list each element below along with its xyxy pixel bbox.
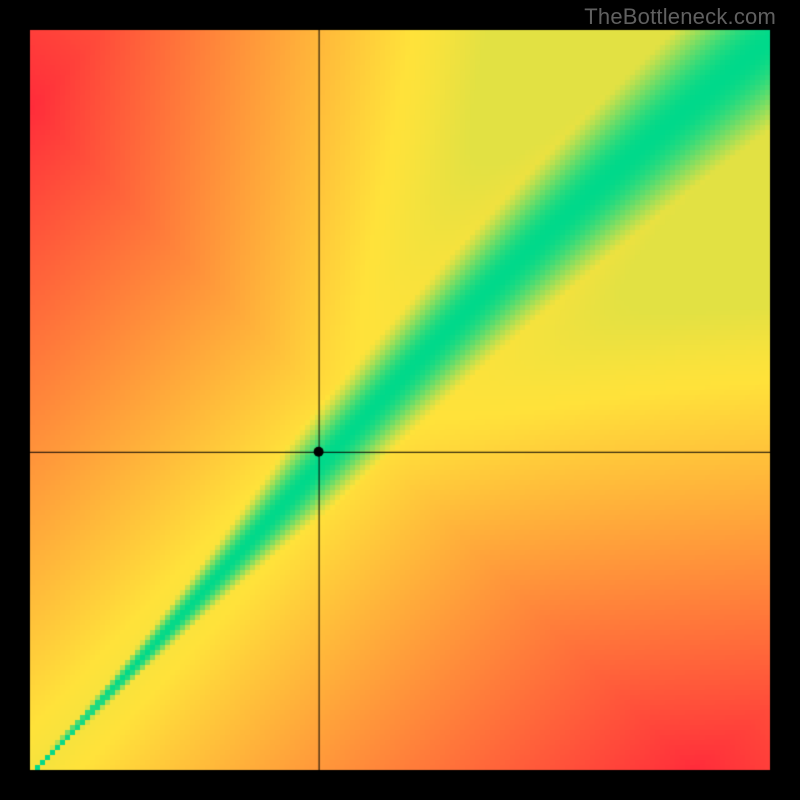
watermark-text: TheBottleneck.com: [584, 4, 776, 30]
chart-container: TheBottleneck.com: [0, 0, 800, 800]
bottleneck-heatmap-canvas: [0, 0, 800, 800]
